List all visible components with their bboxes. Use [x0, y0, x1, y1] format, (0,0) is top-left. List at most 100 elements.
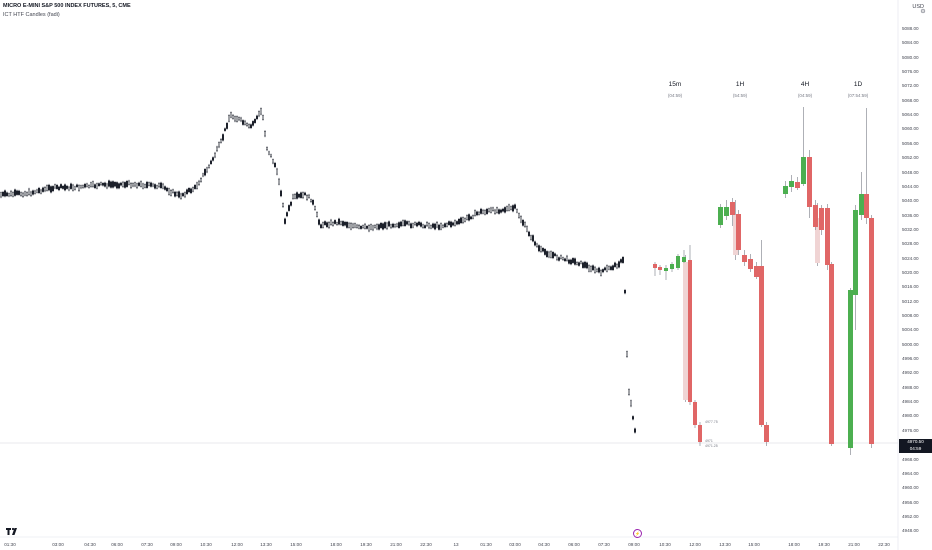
candle-body: [426, 222, 429, 227]
candle-body: [9, 190, 12, 197]
candle-body: [179, 193, 182, 199]
candle-body: [492, 207, 495, 211]
candle-body: [352, 223, 355, 228]
candle-body: [201, 173, 204, 177]
candle-body: [272, 159, 275, 164]
candle-body: [330, 219, 333, 225]
candle-body: [251, 121, 254, 126]
candle-body: [253, 119, 256, 123]
candle-body: [514, 204, 517, 209]
candle-body: [245, 123, 248, 127]
settings-icon[interactable]: [920, 8, 926, 14]
candle-body: [490, 207, 493, 213]
candle-body: [93, 184, 96, 189]
candle-body: [512, 205, 515, 212]
time-tick: 03:00: [509, 542, 521, 547]
candle-body: [562, 257, 565, 261]
candle-body: [386, 222, 389, 230]
htf-bull-candle: [724, 207, 729, 216]
htf-bear-candle: [795, 182, 800, 188]
candle-body: [58, 186, 61, 191]
candle-body: [219, 139, 222, 143]
candle-body: [336, 222, 339, 226]
candle-body: [634, 428, 637, 433]
candle-body: [590, 265, 593, 272]
candle-body: [442, 224, 445, 228]
tradingview-logo-icon[interactable]: [5, 526, 19, 536]
candle-body: [478, 211, 481, 215]
candle-body: [396, 223, 399, 227]
price-tick: 5068.00: [902, 97, 919, 103]
price-tick: 4988.00: [902, 384, 919, 390]
candle-body: [314, 206, 317, 210]
candle-body: [536, 243, 539, 248]
candle-body: [526, 226, 529, 232]
candle-body: [227, 115, 230, 122]
current-price-countdown: 04:59: [909, 445, 922, 451]
candle-body: [588, 265, 591, 272]
price-tick: 5004.00: [902, 327, 919, 333]
candle-body: [532, 235, 535, 242]
candle-body: [50, 186, 53, 193]
candle-body: [181, 193, 184, 197]
chart-legend[interactable]: MICRO E-MINI S&P 500 INDEX FUTURES, 5, C…: [3, 2, 131, 20]
time-tick: 22:30: [878, 542, 890, 547]
candle-body: [103, 182, 106, 187]
candle-body: [394, 224, 397, 228]
candle-body: [247, 124, 250, 128]
candle-body: [524, 222, 527, 228]
candle-body: [608, 266, 611, 270]
candle-body: [332, 222, 335, 226]
htf-bull-candle: [783, 186, 788, 194]
candle-body: [169, 190, 172, 196]
event-marker-icon[interactable]: ⚡: [633, 529, 642, 538]
candle-body: [175, 191, 178, 196]
price-tick: 5072.00: [902, 83, 919, 89]
candle-body: [368, 225, 371, 232]
price-tick: 5024.00: [902, 255, 919, 261]
candle-body: [46, 185, 49, 191]
candle-body: [258, 111, 261, 117]
candle-body: [207, 164, 210, 168]
price-tick: 5040.00: [902, 198, 919, 204]
candle-body: [22, 192, 25, 198]
candle-body: [360, 226, 363, 229]
candle-body: [159, 182, 162, 189]
htf-bear-candle: [754, 266, 759, 277]
candle-body: [125, 180, 128, 187]
candle-body: [304, 192, 307, 196]
candle-body: [225, 122, 228, 129]
candle-body: [452, 222, 455, 226]
candle-body: [594, 266, 597, 273]
price-tick: 5012.00: [902, 298, 919, 304]
candle-body: [290, 201, 293, 206]
htf-label-1d: 1D: [853, 81, 863, 88]
candle-body: [342, 221, 345, 226]
htf-bear-candle: [748, 259, 753, 269]
candle-body: [574, 258, 577, 265]
price-tick: 5088.00: [902, 26, 919, 31]
candle-body: [185, 189, 188, 195]
candle-body: [580, 261, 583, 264]
candle-body: [606, 265, 609, 272]
price-tick: 5008.00: [902, 313, 919, 318]
price-tick: 4968.00: [902, 456, 919, 462]
htf-bear-candle: [658, 267, 662, 270]
candle-body: [157, 183, 160, 188]
price-tick: 4984.00: [902, 399, 919, 405]
price-tick: 5016.00: [902, 284, 919, 290]
candle-body: [298, 194, 301, 198]
currency-label[interactable]: USD: [912, 4, 924, 10]
candle-body: [73, 186, 76, 190]
symbol-title[interactable]: MICRO E-MINI S&P 500 INDEX FUTURES, 5, C…: [3, 3, 131, 9]
candle-body: [558, 257, 561, 261]
htf-countdown-1d: (07:54:59): [847, 93, 869, 98]
candle-body: [44, 187, 47, 192]
htf-bear-candle: [742, 255, 747, 262]
candle-body: [540, 246, 543, 253]
candle-body: [538, 245, 541, 252]
candle-body: [209, 160, 212, 165]
indicator-name[interactable]: ICT HTF Candles (fadi): [3, 12, 60, 18]
htf-bull-candle: [801, 157, 806, 184]
